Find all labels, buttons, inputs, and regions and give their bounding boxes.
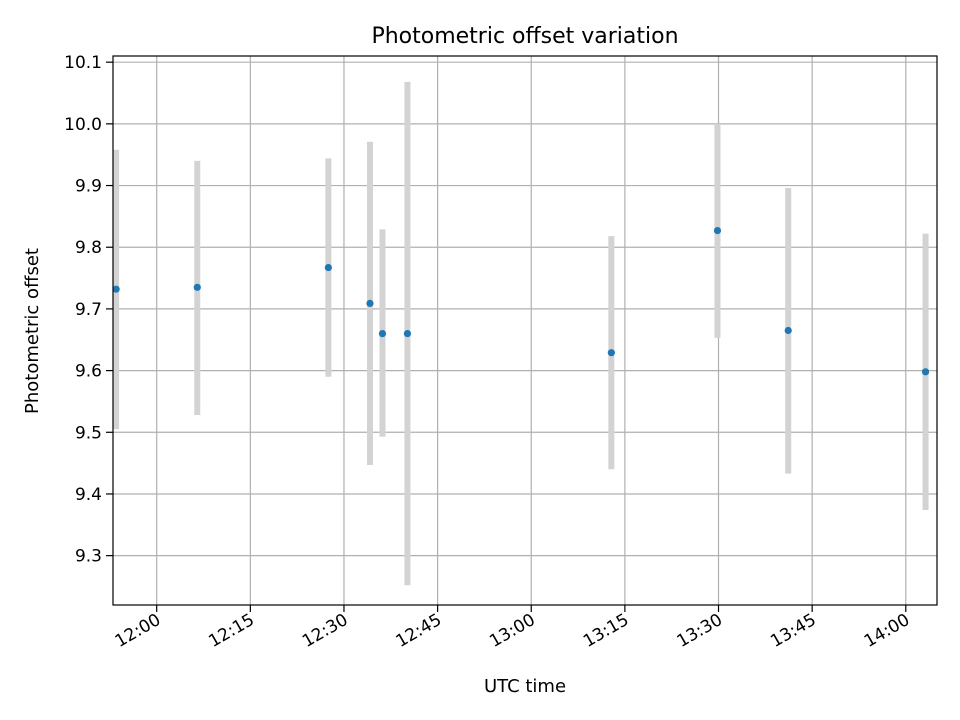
data-point <box>607 349 615 357</box>
x-tick-label: 12:15 <box>205 610 257 652</box>
x-tick-label: 12:30 <box>299 610 351 652</box>
y-tick-label: 10.0 <box>64 115 102 135</box>
data-point <box>324 263 332 272</box>
y-tick-label: 9.3 <box>75 547 102 567</box>
y-tick-label: 9.4 <box>75 485 102 505</box>
y-axis-ticks: 9.3 9.4 9.5 9.6 9.7 9.8 9.9 10.0 10.1 <box>64 53 113 567</box>
y-tick-label: 9.8 <box>75 238 102 258</box>
x-tick-label: 12:45 <box>393 610 445 652</box>
x-tick-label: 13:15 <box>580 610 632 652</box>
data-point <box>378 329 387 338</box>
x-axis-label: UTC time <box>484 676 566 697</box>
x-tick-label: 13:30 <box>674 610 726 652</box>
y-tick-label: 9.6 <box>75 362 102 382</box>
data-points <box>112 226 930 376</box>
y-tick-label: 9.9 <box>75 177 102 197</box>
grid-lines <box>113 56 937 605</box>
data-point <box>784 326 792 335</box>
data-point <box>366 299 374 307</box>
y-tick-label: 9.5 <box>75 423 102 443</box>
y-axis-label: Photometric offset <box>22 248 43 414</box>
error-bars <box>113 81 929 586</box>
plot-frame <box>112 55 938 606</box>
x-tick-label: 13:45 <box>767 610 819 652</box>
x-tick-label: 13:00 <box>486 610 538 652</box>
x-tick-label: 12:00 <box>112 610 164 652</box>
x-axis-ticks: 12:00 12:15 12:30 12:45 13:00 13:15 13:30 13:45… <box>112 605 913 652</box>
data-point <box>193 283 201 291</box>
y-tick-label: 9.7 <box>75 300 102 320</box>
data-point <box>921 368 930 376</box>
x-tick-label: 14:00 <box>861 610 913 652</box>
chart-title: Photometric offset variation <box>371 24 678 49</box>
data-point <box>713 226 722 235</box>
data-point <box>112 285 120 293</box>
y-tick-label: 10.1 <box>64 53 102 73</box>
data-point <box>403 329 412 338</box>
